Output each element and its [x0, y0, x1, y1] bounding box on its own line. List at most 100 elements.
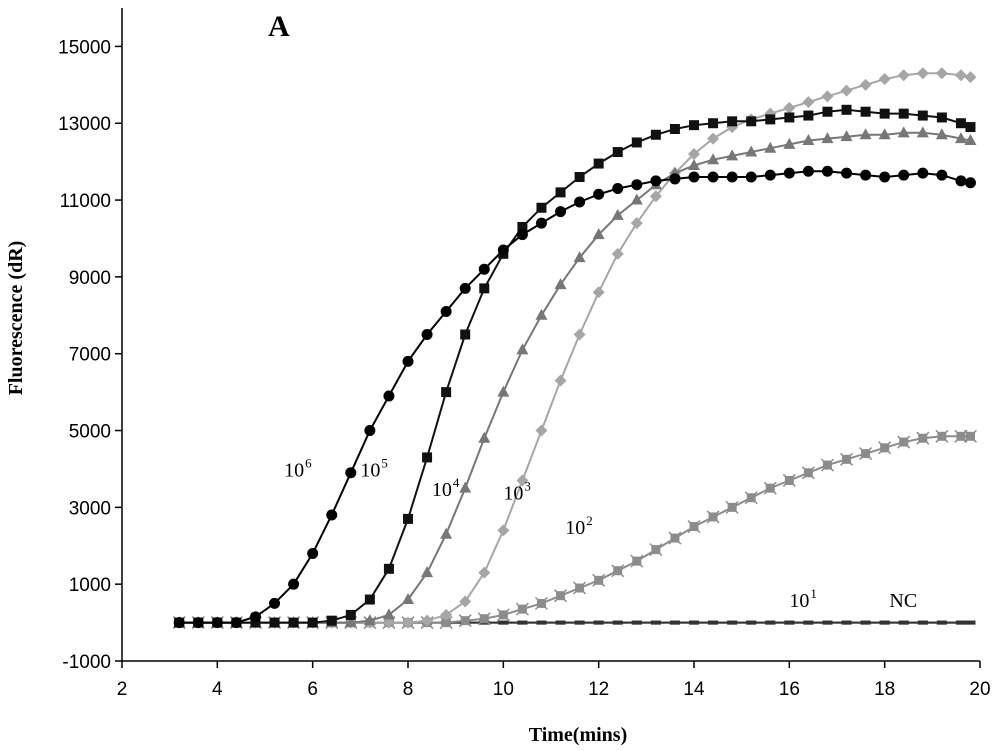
- data-point: [964, 71, 977, 84]
- data-point: [459, 282, 471, 294]
- data-point: [689, 620, 699, 625]
- y-tick-label: 1000: [69, 575, 111, 596]
- data-point: [269, 617, 280, 628]
- data-point: [631, 137, 642, 148]
- data-point: [821, 165, 833, 177]
- data-point: [859, 128, 872, 140]
- data-point-cross: [477, 612, 491, 626]
- data-point: [707, 153, 720, 165]
- data-point: [879, 171, 891, 183]
- data-point: [574, 620, 585, 625]
- data-point-cross: [954, 429, 968, 443]
- data-point: [822, 620, 833, 625]
- data-point-cross: [744, 491, 758, 505]
- data-point: [689, 120, 699, 131]
- data-point: [859, 78, 872, 91]
- x-tick-label: 10: [493, 679, 514, 700]
- data-point: [783, 137, 796, 149]
- data-point: [612, 183, 624, 195]
- data-point: [688, 158, 700, 170]
- data-point: [898, 169, 910, 181]
- data-point: [879, 108, 890, 119]
- data-point: [440, 527, 453, 539]
- data-point: [764, 141, 777, 153]
- axes: -1000 1000 3000 5000 7000 9000 11000 13000 15000…: [58, 8, 991, 700]
- data-point: [516, 474, 529, 487]
- data-point: [383, 563, 394, 574]
- data-point-cross: [573, 581, 587, 595]
- data-point: [821, 132, 834, 144]
- series-label: 105: [360, 456, 388, 482]
- data-point: [250, 617, 261, 628]
- data-point: [573, 328, 586, 341]
- data-point: [860, 620, 871, 625]
- data-point: [497, 244, 509, 256]
- data-point: [745, 145, 758, 157]
- data-point: [382, 608, 395, 620]
- data-point: [554, 374, 567, 387]
- data-point-cross: [963, 429, 977, 443]
- data-point: [516, 343, 529, 355]
- data-point: [822, 106, 833, 117]
- data-point-cross: [630, 554, 644, 568]
- data-point: [784, 112, 795, 123]
- data-point-cross: [840, 452, 854, 466]
- data-point: [860, 106, 871, 117]
- data-point: [840, 130, 853, 142]
- data-point: [612, 620, 623, 625]
- data-point-cross: [916, 431, 930, 445]
- data-point: [440, 608, 453, 621]
- data-point: [403, 513, 413, 524]
- data-point: [383, 390, 395, 402]
- data-point: [746, 116, 757, 127]
- y-tick-label: 7000: [69, 345, 111, 366]
- series-line: [179, 131, 971, 624]
- data-point: [593, 158, 604, 169]
- data-point: [555, 620, 566, 625]
- data-point: [364, 594, 375, 605]
- data-point: [917, 620, 928, 625]
- data-point-cross: [554, 589, 568, 603]
- series-line: [179, 72, 971, 624]
- data-point: [879, 620, 890, 625]
- data-point: [459, 481, 472, 493]
- data-point: [307, 617, 318, 628]
- data-point: [497, 385, 510, 397]
- series-10⁶: [173, 165, 976, 629]
- data-point: [516, 229, 528, 241]
- data-point-cross: [878, 441, 892, 455]
- data-point: [535, 424, 548, 437]
- y-tick-label: 13000: [58, 114, 111, 135]
- data-point: [669, 620, 680, 625]
- data-point: [459, 595, 472, 608]
- data-point: [821, 90, 834, 103]
- data-point: [441, 387, 452, 398]
- data-point: [497, 524, 510, 537]
- data-point: [421, 566, 434, 578]
- data-point: [840, 84, 853, 97]
- data-point-cross: [763, 481, 777, 495]
- data-point: [326, 509, 338, 521]
- data-point-cross: [515, 602, 529, 616]
- data-point: [726, 149, 739, 161]
- data-point: [630, 217, 643, 230]
- x-tick-label: 6: [307, 679, 318, 700]
- data-point: [745, 171, 757, 183]
- data-point: [746, 620, 757, 625]
- x-tick-label: 4: [212, 679, 223, 700]
- series-10³: [173, 67, 977, 629]
- y-axis-title: Fluorescence (dR): [5, 241, 27, 396]
- data-point: [269, 597, 281, 609]
- series-10²: [172, 429, 977, 630]
- data-point: [536, 202, 547, 213]
- data-point: [498, 620, 509, 625]
- y-tick-label: -1000: [62, 652, 111, 673]
- data-point: [402, 593, 414, 605]
- data-point: [916, 126, 929, 138]
- data-point-cross: [897, 435, 911, 449]
- data-point: [650, 620, 661, 625]
- data-point: [707, 171, 719, 183]
- data-point: [841, 167, 853, 179]
- data-point: [344, 616, 357, 628]
- data-point: [669, 123, 680, 134]
